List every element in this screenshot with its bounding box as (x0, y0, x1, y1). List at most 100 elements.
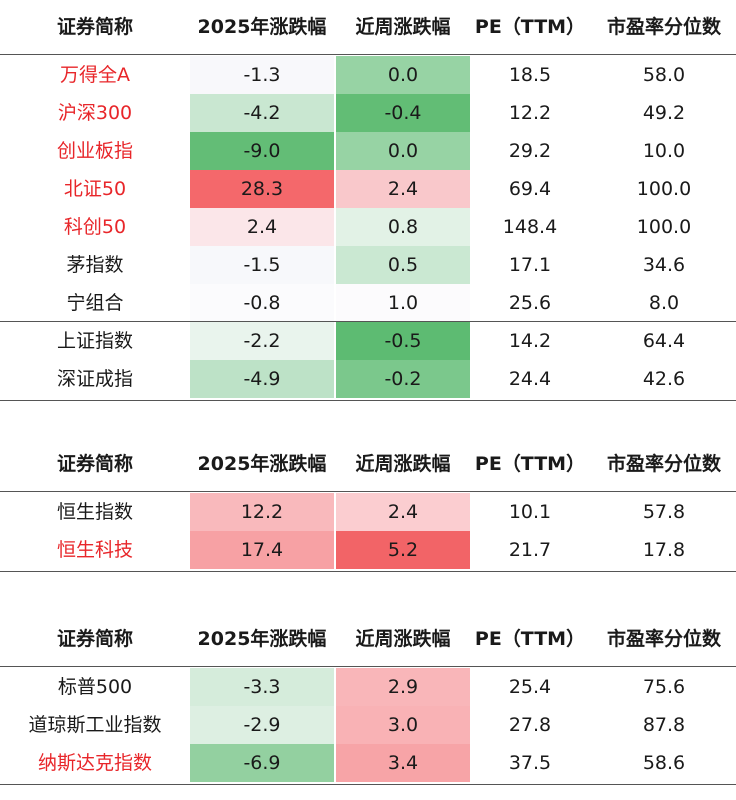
week-change-value: 2.4 (387, 178, 419, 200)
pe-ttm-value: 17.1 (508, 254, 552, 276)
security-name: 科创50 (63, 216, 127, 238)
pe-percentile-value: 57.8 (642, 501, 686, 523)
ytd-change-heat-cell (190, 246, 334, 284)
security-name: 茅指数 (66, 254, 124, 276)
week-change-heat-cell (336, 284, 470, 322)
week-change-value: 0.0 (387, 140, 419, 162)
data-table-2: 证券简称 2025年涨跌幅 近周涨跌幅 PE（TTM） 市盈率分位数 恒生指数 12.2 2.… (0, 437, 736, 572)
security-name: 道琼斯工业指数 (28, 714, 162, 736)
table-bottom-border (0, 571, 736, 572)
week-change-heat-cell (336, 94, 470, 132)
week-change-value: 2.9 (387, 676, 419, 698)
header-cell: PE（TTM） (474, 453, 586, 475)
header-cell: 2025年涨跌幅 (197, 453, 327, 475)
header-cell: 市盈率分位数 (606, 628, 721, 650)
table-row: 深证成指 -4.9 -0.2 24.4 42.6 (0, 360, 736, 398)
ytd-change-heat-cell (190, 170, 334, 208)
ytd-change-value: 2.4 (246, 216, 278, 238)
security-name: 上证指数 (56, 330, 133, 352)
ytd-change-heat-cell (190, 322, 334, 360)
week-change-heat-cell (336, 493, 470, 531)
week-change-value: 3.0 (387, 714, 419, 736)
table-bottom-border (0, 400, 736, 401)
ytd-change-heat-cell (190, 744, 334, 782)
week-change-heat-cell (336, 322, 470, 360)
week-change-heat-cell (336, 56, 470, 94)
week-change-heat-cell (336, 706, 470, 744)
pe-percentile-value: 64.4 (642, 330, 686, 352)
security-name: 恒生指数 (56, 501, 133, 523)
header-cell: PE（TTM） (474, 628, 586, 650)
table-row: 纳斯达克指数 -6.9 3.4 37.5 58.6 (0, 744, 736, 782)
security-name: 纳斯达克指数 (37, 752, 152, 774)
week-change-heat-cell (336, 132, 470, 170)
pe-ttm-value: 37.5 (508, 752, 552, 774)
ytd-change-value: 28.3 (240, 178, 284, 200)
security-name: 沪深300 (57, 102, 133, 124)
pe-percentile-value: 10.0 (642, 140, 686, 162)
header-cell: 市盈率分位数 (606, 453, 721, 475)
pe-percentile-value: 75.6 (642, 676, 686, 698)
security-name: 深证成指 (56, 368, 133, 390)
ytd-change-value: -2.9 (243, 714, 281, 736)
table-row: 万得全A -1.3 0.0 18.5 58.0 (0, 56, 736, 94)
week-change-value: -0.2 (384, 368, 422, 390)
table-row: 上证指数 -2.2 -0.5 14.2 64.4 (0, 321, 736, 360)
ytd-change-value: -1.3 (243, 64, 281, 86)
pe-ttm-value: 21.7 (508, 539, 552, 561)
ytd-change-value: -4.9 (243, 368, 281, 390)
ytd-change-heat-cell (190, 132, 334, 170)
pe-ttm-value: 24.4 (508, 368, 552, 390)
table-row: 道琼斯工业指数 -2.9 3.0 27.8 87.8 (0, 706, 736, 744)
pe-percentile-value: 42.6 (642, 368, 686, 390)
ytd-change-heat-cell (190, 360, 334, 398)
week-change-value: 3.4 (387, 752, 419, 774)
table-row: 北证50 28.3 2.4 69.4 100.0 (0, 170, 736, 208)
pe-ttm-value: 29.2 (508, 140, 552, 162)
header-cell: 近周涨跌幅 (355, 16, 451, 38)
pe-percentile-value: 17.8 (642, 539, 686, 561)
ytd-change-value: -6.9 (243, 752, 281, 774)
pe-percentile-value: 100.0 (636, 216, 692, 238)
ytd-change-value: 12.2 (240, 501, 284, 523)
pe-ttm-value: 10.1 (508, 501, 552, 523)
week-change-value: 0.0 (387, 64, 419, 86)
pe-ttm-value: 25.4 (508, 676, 552, 698)
table-bottom-border (0, 784, 736, 785)
table-row: 茅指数 -1.5 0.5 17.1 34.6 (0, 246, 736, 284)
pe-percentile-value: 34.6 (642, 254, 686, 276)
ytd-change-heat-cell (190, 706, 334, 744)
week-change-heat-cell (336, 360, 470, 398)
pe-ttm-value: 69.4 (508, 178, 552, 200)
week-change-heat-cell (336, 744, 470, 782)
week-change-heat-cell (336, 170, 470, 208)
header-cell: 近周涨跌幅 (355, 453, 451, 475)
security-name: 宁组合 (66, 292, 124, 314)
week-change-heat-cell (336, 208, 470, 246)
header-cell: 近周涨跌幅 (355, 628, 451, 650)
pe-percentile-value: 49.2 (642, 102, 686, 124)
ytd-change-value: -4.2 (243, 102, 281, 124)
header-cell: 2025年涨跌幅 (197, 628, 327, 650)
ytd-change-heat-cell (190, 94, 334, 132)
header-cell: 证券简称 (56, 453, 133, 475)
pe-percentile-value: 87.8 (642, 714, 686, 736)
table-header: 证券简称 2025年涨跌幅 近周涨跌幅 PE（TTM） 市盈率分位数 (0, 612, 736, 667)
security-name: 创业板指 (56, 140, 133, 162)
ytd-change-heat-cell (190, 493, 334, 531)
security-name: 万得全A (60, 64, 130, 86)
pe-ttm-value: 25.6 (508, 292, 552, 314)
table-header: 证券简称 2025年涨跌幅 近周涨跌幅 PE（TTM） 市盈率分位数 (0, 0, 736, 55)
week-change-heat-cell (336, 246, 470, 284)
ytd-change-heat-cell (190, 56, 334, 94)
week-change-value: 5.2 (387, 539, 419, 561)
week-change-value: -0.4 (384, 102, 422, 124)
table-row: 恒生指数 12.2 2.4 10.1 57.8 (0, 493, 736, 531)
header-cell: PE（TTM） (474, 16, 586, 38)
ytd-change-value: -0.8 (243, 292, 281, 314)
data-table-3: 证券简称 2025年涨跌幅 近周涨跌幅 PE（TTM） 市盈率分位数 标普500 -3.3 2… (0, 612, 736, 785)
week-change-value: 0.8 (387, 216, 419, 238)
pe-ttm-value: 27.8 (508, 714, 552, 736)
header-cell: 证券简称 (56, 628, 133, 650)
table-header: 证券简称 2025年涨跌幅 近周涨跌幅 PE（TTM） 市盈率分位数 (0, 437, 736, 492)
